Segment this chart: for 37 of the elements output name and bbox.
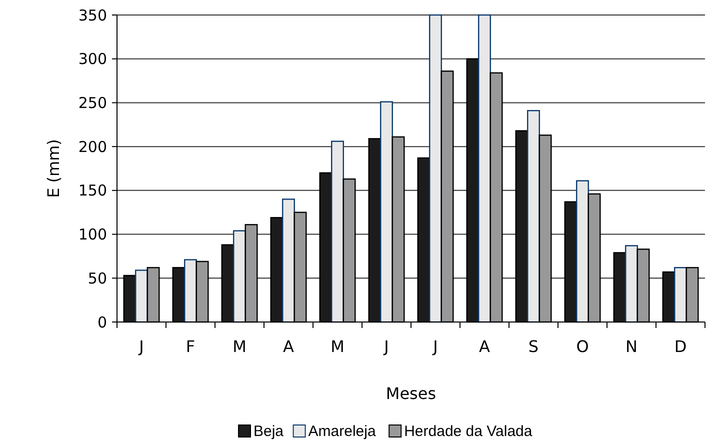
y-axis-title: E (mm): [44, 139, 63, 198]
y-tick-label: 100: [78, 226, 107, 244]
y-tick-label: 50: [88, 269, 107, 288]
bar: [478, 14, 491, 323]
x-tick-label: A: [283, 337, 294, 356]
bar: [282, 198, 295, 323]
legend-label: Herdade da Valada: [404, 423, 533, 440]
legend-label: Amareleja: [308, 423, 376, 440]
bar: [331, 140, 344, 323]
bar: [135, 270, 148, 323]
y-tick-label: 250: [78, 94, 107, 112]
x-tick-label: A: [479, 337, 490, 356]
bar: [527, 110, 540, 323]
y-tick-label: 200: [78, 138, 107, 156]
y-tick-label: 350: [78, 6, 107, 24]
x-tick-label: M: [232, 337, 246, 356]
x-tick-label: D: [674, 337, 687, 356]
x-tick-label: J: [138, 337, 144, 356]
bar: [233, 230, 246, 323]
y-tick-label: 0: [97, 313, 107, 332]
x-tick-label: F: [186, 337, 196, 356]
bar: [429, 14, 442, 323]
bar: [576, 180, 589, 323]
bar: [184, 259, 197, 323]
x-tick-label: O: [576, 337, 589, 356]
x-axis-title: Meses: [386, 384, 436, 403]
x-tick-label: S: [528, 337, 539, 356]
y-tick-label: 150: [78, 182, 107, 200]
bar: [674, 267, 687, 323]
x-tick-label: M: [330, 337, 344, 356]
y-tick-label: 300: [78, 50, 107, 68]
x-tick-label: N: [626, 337, 638, 356]
legend-label: Beja: [254, 423, 284, 440]
bar: [625, 245, 638, 323]
bar: [380, 101, 393, 323]
x-tick-label: J: [383, 337, 389, 356]
x-tick-label: J: [432, 337, 438, 356]
